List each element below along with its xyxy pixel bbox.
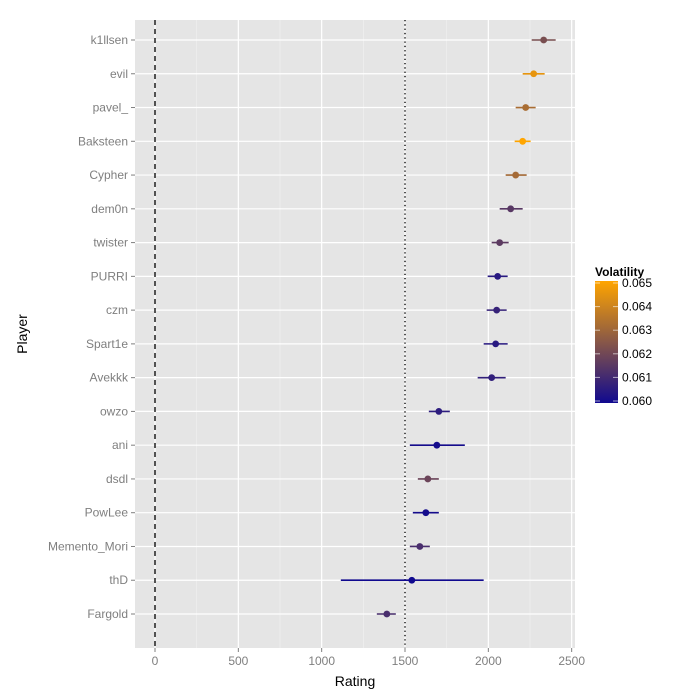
y-tick-label: evil [110,67,128,81]
y-tick-label: thD [109,573,128,587]
legend-label: 0.061 [622,370,652,384]
minor-gridlines [196,20,531,648]
x-tick-label: 1500 [392,654,419,668]
data-point-PowLee [422,509,430,517]
y-tick-label: Avekkk [90,371,129,385]
data-point-dem0n [507,205,515,213]
y-tick-label: Spart1e [86,337,128,351]
x-tick-label: 2000 [475,654,502,668]
data-point-dsdl [424,475,432,483]
y-tick-label: PURRI [91,269,128,283]
legend-label: 0.063 [622,323,652,337]
data-point-evil [530,70,538,78]
y-axis-title: Player [14,314,30,354]
legend-label: 0.065 [622,276,652,290]
legend-label: 0.062 [622,347,652,361]
y-tick-label: ani [112,438,128,452]
legend-title: Volatility [595,265,644,279]
x-tick-label: 0 [152,654,159,668]
data-point-Spart1e [492,340,500,348]
legend-ticks: 0.065 0.064 0.063 0.062 0.061 0.060 [595,276,652,408]
y-tick-label: Baksteen [78,134,128,148]
data-point-Baksteen [519,137,527,145]
data-point-pavel_ [522,104,530,111]
data-point-PURRI [494,272,502,280]
major-gridlines [135,20,575,648]
x-axis: 0 500 1000 1500 2000 2500 [152,648,585,668]
x-axis-title: Rating [335,673,375,689]
data-point-k1llsen [540,36,548,44]
data-point-Fargold [383,610,391,618]
y-tick-label: twister [93,236,128,250]
data-point-ani [433,441,441,449]
y-tick-label: k1llsen [91,33,128,47]
y-tick-label: dsdl [106,472,128,486]
volatility-legend: Volatility 0.0650.0640.0630.0620.0610.06… [595,265,652,408]
y-tick-label: pavel_ [93,101,129,115]
x-tick-label: 2500 [558,654,585,668]
data-points [383,36,548,618]
y-tick-label: PowLee [85,506,129,520]
data-point-thD [408,576,416,584]
y-tick-label: dem0n [91,202,128,216]
y-tick-label: owzo [100,404,128,418]
legend-label: 0.064 [622,300,652,314]
data-point-Memento_Mori [416,543,424,550]
data-point-Avekkk [488,374,496,382]
y-tick-label: Cypher [89,168,128,182]
plot-panel [135,20,575,648]
data-point-czm [493,306,501,314]
data-point-twister [496,239,504,246]
y-tick-label: Fargold [87,607,128,621]
reference-lines [154,20,406,648]
legend-colorbar [595,281,618,403]
y-axis: k1llsen evil pavel_ Baksteen Cypher dem0n twis… [48,33,135,621]
y-tick-label: Memento_Mori [48,539,128,553]
y-tick-label: czm [106,303,128,317]
x-tick-label: 500 [228,654,248,668]
data-point-Cypher [512,171,520,179]
x-tick-label: 1000 [308,654,335,668]
data-point-owzo [435,408,443,415]
legend-label: 0.060 [622,394,652,408]
